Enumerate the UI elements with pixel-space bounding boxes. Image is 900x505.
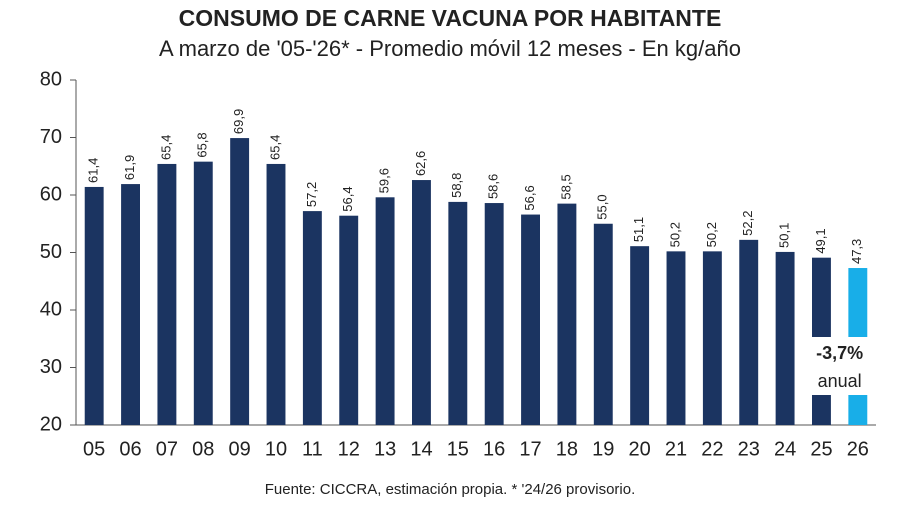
x-tick-label: 20	[629, 438, 651, 460]
chart-title: CONSUMO DE CARNE VACUNA POR HABITANTE	[179, 5, 722, 31]
value-label: 57,2	[304, 182, 319, 207]
bar	[448, 201, 468, 425]
bar	[521, 214, 540, 425]
annotation-box	[806, 337, 873, 395]
x-tick-label: 22	[701, 438, 723, 460]
x-tick-label: 21	[665, 438, 687, 460]
x-tick-label: 15	[447, 438, 469, 460]
x-tick-label: 13	[374, 438, 396, 460]
value-label: 50,2	[704, 222, 719, 247]
x-tick-label: 08	[192, 438, 214, 460]
bar	[666, 251, 686, 425]
value-label: 62,6	[413, 151, 428, 176]
x-tick-label: 24	[774, 438, 796, 460]
y-tick-label: 50	[40, 241, 62, 263]
x-tick-label: 18	[556, 438, 578, 460]
value-label: 50,1	[777, 223, 792, 248]
bar	[484, 203, 504, 425]
annotation: -3,7%	[816, 343, 863, 363]
y-tick-label: 70	[40, 126, 62, 148]
bar	[630, 246, 650, 425]
y-tick-label: 30	[40, 356, 62, 378]
y-tick-label: 20	[40, 413, 62, 435]
x-tick-label: 25	[810, 438, 832, 460]
x-tick-label: 10	[265, 438, 287, 460]
footnote: Fuente: CICCRA, estimación propia. * '24…	[265, 481, 636, 498]
value-label: 47,3	[849, 239, 864, 264]
value-label: 65,4	[267, 135, 282, 160]
x-tick-label: 26	[847, 438, 869, 460]
value-label: 49,1	[813, 228, 828, 253]
bar	[775, 251, 795, 425]
x-tick-label: 05	[83, 438, 105, 460]
value-label: 58,6	[486, 174, 501, 199]
bar	[339, 215, 359, 425]
value-label: 61,4	[86, 158, 101, 183]
annotation: anual	[818, 371, 862, 391]
x-tick-label: 17	[519, 438, 541, 460]
bar	[302, 211, 322, 425]
x-tick-label: 11	[302, 438, 323, 460]
value-label: 65,8	[195, 132, 210, 157]
y-tick-label: 60	[40, 183, 62, 205]
chart-subtitle: A marzo de '05-'26* - Promedio móvil 12 …	[159, 36, 741, 61]
value-label: 59,6	[377, 168, 392, 193]
x-tick-label: 06	[119, 438, 141, 460]
bar	[84, 186, 104, 425]
value-label: 56,6	[522, 185, 537, 210]
x-tick-label: 12	[338, 438, 360, 460]
bar	[193, 161, 213, 425]
value-label: 56,4	[340, 186, 355, 211]
y-tick-label: 40	[40, 298, 62, 320]
value-label: 50,2	[667, 222, 682, 247]
bar	[557, 203, 577, 425]
value-label: 65,4	[158, 135, 173, 160]
x-tick-label: 07	[156, 438, 178, 460]
value-label: 55,0	[595, 194, 610, 219]
bar	[375, 197, 395, 425]
value-label: 52,2	[740, 211, 755, 236]
y-tick-label: 80	[40, 68, 62, 90]
bar	[702, 251, 722, 425]
x-tick-label: 16	[483, 438, 505, 460]
value-label: 58,8	[449, 173, 464, 198]
bar	[157, 163, 177, 425]
x-tick-label: 23	[738, 438, 760, 460]
bar	[121, 184, 140, 425]
x-tick-label: 09	[229, 438, 251, 460]
value-label: 58,5	[558, 174, 573, 199]
x-tick-label: 14	[410, 438, 432, 460]
bar	[230, 138, 250, 425]
value-label: 69,9	[231, 109, 246, 134]
bar	[593, 223, 613, 425]
bar	[412, 180, 431, 425]
bar	[266, 163, 286, 425]
x-tick-label: 19	[592, 438, 614, 460]
bar	[739, 239, 759, 425]
value-label: 61,9	[122, 155, 137, 180]
value-label: 51,1	[631, 217, 646, 242]
